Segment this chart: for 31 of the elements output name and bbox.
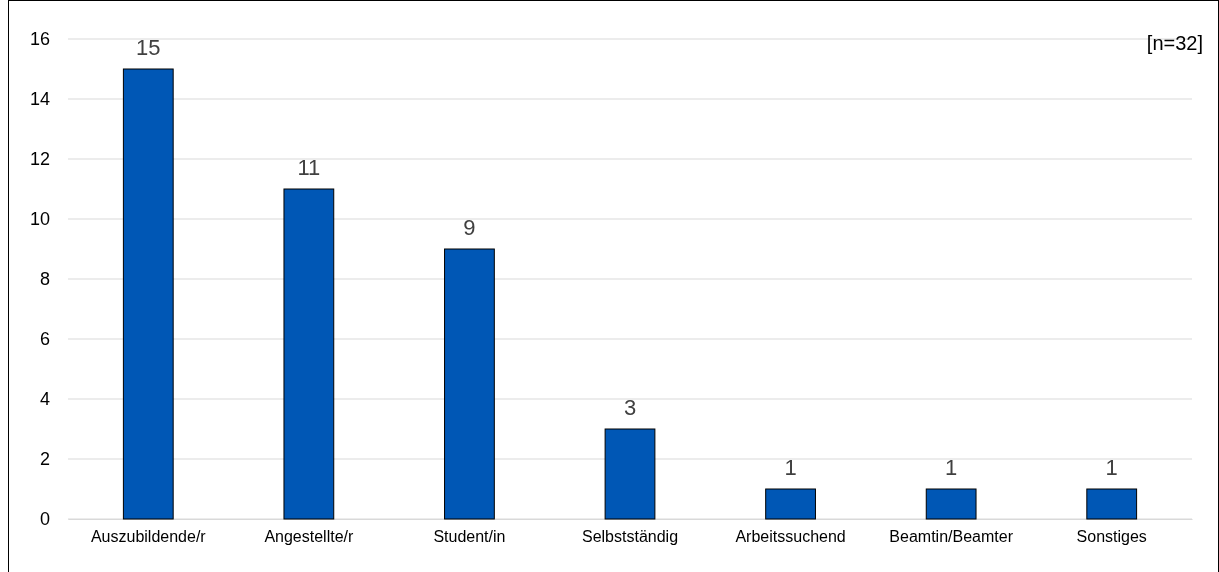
data-label: 9 <box>463 215 476 240</box>
bar <box>604 428 656 520</box>
y-tick-label: 14 <box>29 89 50 110</box>
x-tick-label: Selbstständig <box>581 528 679 546</box>
x-tick-label: Student/in <box>433 528 506 546</box>
bar <box>925 488 977 520</box>
y-tick-label: 10 <box>29 209 50 230</box>
bar <box>444 248 495 520</box>
y-tick-label: 0 <box>39 509 50 530</box>
y-tick-label: 12 <box>29 149 50 170</box>
x-tick-label: Auszubildende/r <box>90 528 207 546</box>
data-label: 15 <box>136 35 161 60</box>
y-tick-label: 16 <box>29 29 50 50</box>
y-tick-label: 8 <box>39 269 50 290</box>
data-label: 1 <box>945 455 958 480</box>
bar <box>283 188 335 520</box>
bar <box>1086 488 1138 520</box>
annotation: [n=32] <box>1146 32 1203 54</box>
y-tick-label: 4 <box>39 389 50 410</box>
x-tick-label: Sonstiges <box>1076 528 1147 546</box>
x-tick-label: Arbeitssuchend <box>735 528 846 546</box>
x-tick-label: Beamtin/Beamter <box>889 528 1014 546</box>
data-label: 1 <box>1105 455 1118 480</box>
data-label: 1 <box>784 455 797 480</box>
bar <box>765 488 816 520</box>
y-tick-label: 6 <box>39 329 50 350</box>
data-label: 11 <box>297 155 321 180</box>
y-tick-label: 2 <box>39 449 50 470</box>
x-tick-label: Angestellte/r <box>264 528 354 546</box>
bar <box>122 68 174 520</box>
data-label: 3 <box>623 395 637 420</box>
